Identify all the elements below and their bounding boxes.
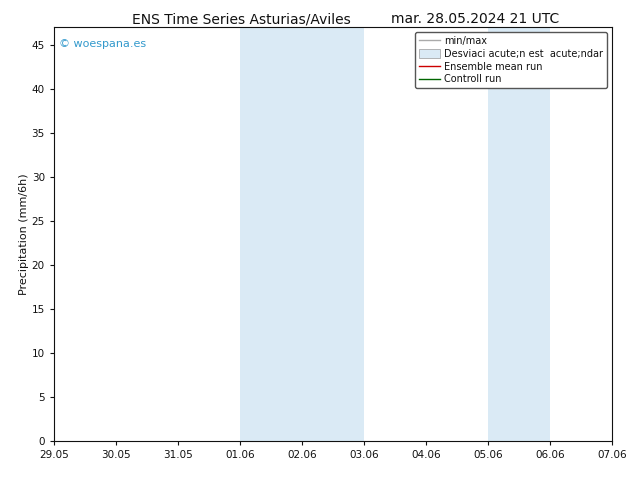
Text: © woespana.es: © woespana.es xyxy=(60,39,146,49)
Text: mar. 28.05.2024 21 UTC: mar. 28.05.2024 21 UTC xyxy=(391,12,560,26)
Legend: min/max, Desviaci acute;n est  acute;ndar, Ensemble mean run, Controll run: min/max, Desviaci acute;n est acute;ndar… xyxy=(415,32,607,88)
Bar xyxy=(240,27,364,441)
Y-axis label: Precipitation (mm/6h): Precipitation (mm/6h) xyxy=(19,173,29,295)
Text: ENS Time Series Asturias/Aviles: ENS Time Series Asturias/Aviles xyxy=(131,12,351,26)
Bar xyxy=(488,27,550,441)
